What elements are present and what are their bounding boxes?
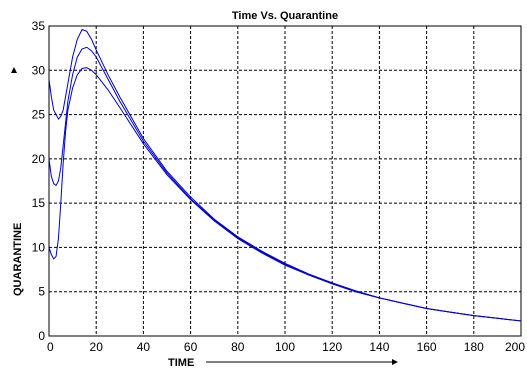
x-axis-arrow-head <box>392 359 398 365</box>
y-tick-label: 25 <box>32 108 46 122</box>
x-axis-label: TIME <box>168 357 194 368</box>
grid <box>49 26 521 336</box>
x-tick-label: 140 <box>369 340 389 354</box>
series-line-3 <box>48 67 522 322</box>
x-tick-label: 60 <box>184 340 198 354</box>
y-tick-label: 35 <box>32 19 46 33</box>
x-tick-label: 100 <box>275 340 295 354</box>
y-tick-label: 0 <box>38 329 45 343</box>
x-tick-label: 200 <box>505 340 525 354</box>
plot-frame <box>48 25 522 337</box>
y-tick-label: 30 <box>32 63 46 77</box>
y-tick-label: 15 <box>32 196 46 210</box>
x-tick-labels: 0 20 40 60 80 100 120 140 160 180 200 <box>47 340 525 354</box>
y-tick-label: 5 <box>38 285 45 299</box>
series-group <box>48 28 522 322</box>
chart-title: Time Vs. Quarantine <box>232 10 338 22</box>
y-axis-arrow-head <box>11 67 17 73</box>
x-tick-label: 0 <box>47 340 54 354</box>
y-tick-label: 20 <box>32 152 46 166</box>
y-tick-label: 10 <box>32 240 46 254</box>
x-tick-label: 20 <box>90 340 104 354</box>
x-tick-label: 160 <box>417 340 437 354</box>
x-tick-label: 120 <box>322 340 342 354</box>
y-tick-labels: 0 5 10 15 20 25 30 35 <box>32 19 46 343</box>
y-axis-label: QUARANTINE <box>12 223 24 296</box>
x-tick-label: 80 <box>231 340 245 354</box>
x-tick-label: 180 <box>464 340 484 354</box>
x-tick-label: 40 <box>137 340 151 354</box>
